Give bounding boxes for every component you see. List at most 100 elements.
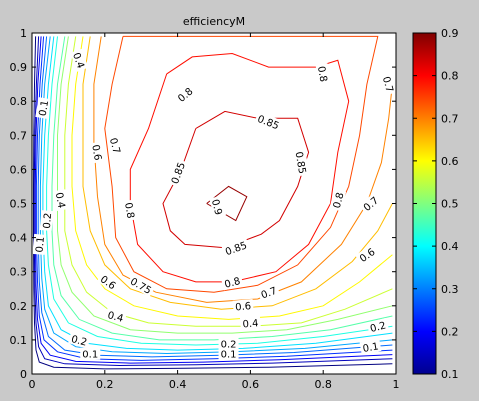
contour-line-0-25	[37, 36, 393, 358]
x-tick-label: 0.2	[96, 378, 114, 391]
contour-label: 0.2	[70, 334, 88, 349]
contour-label: 0.2	[221, 339, 237, 350]
contour-label-bg	[221, 237, 251, 258]
contour-label-bg	[220, 273, 244, 291]
colorbar-tick-label: 0.3	[441, 283, 459, 296]
contour-line-0-2	[35, 36, 393, 361]
chart-title: efficiencyM	[183, 15, 245, 28]
contour-label-bg	[257, 283, 281, 302]
contour-label-bg	[218, 347, 239, 360]
colorbar-axis: 0.1 0.2 0.3 0.4 0.5 0.6 0.7 0.8 0.9	[413, 27, 459, 381]
contour-label-bg	[32, 233, 47, 255]
contour-label-bg	[104, 307, 127, 325]
contour-label-bg	[173, 83, 197, 106]
contour-label-bg	[89, 141, 106, 164]
contour-label: 0.1	[35, 236, 47, 253]
contour-label-bg	[80, 347, 101, 360]
contour-label-bg	[329, 188, 347, 212]
contour-label: 0.85	[293, 151, 308, 175]
contour-label-bg	[209, 195, 227, 219]
contour-label: 0.2	[42, 212, 54, 229]
contour-label: 0.9	[209, 198, 224, 216]
contour-label-bg	[315, 63, 331, 85]
contour-label-bg	[107, 134, 125, 157]
contour-label-bg	[96, 271, 121, 293]
contour-label: 0.6	[89, 144, 103, 162]
contour-line-0-5	[57, 36, 393, 334]
x-tick-label: 1	[393, 378, 400, 391]
contour-line-0-4	[46, 36, 393, 346]
contour-label: 0.1	[38, 99, 52, 117]
contour-label-bg	[254, 111, 283, 133]
colorbar-tick-label: 0.9	[441, 27, 459, 40]
x-tick-label: 0.8	[314, 378, 332, 391]
contour-label-bg	[68, 331, 91, 349]
y-tick-label: 0.9	[10, 61, 28, 74]
contour-label-bg	[232, 298, 254, 313]
contour-line-0-05	[33, 36, 393, 370]
x-tick-label: 0.4	[169, 378, 187, 391]
y-tick-label: 0.5	[10, 198, 28, 211]
colorbar-tick-label: 0.2	[441, 325, 459, 338]
y-tick-label: 0	[20, 368, 27, 381]
contour-label-bg	[366, 317, 390, 335]
y-tick-label: 0.6	[10, 163, 28, 176]
contour-label: 0.8	[223, 276, 241, 291]
contour-label-bg	[218, 337, 239, 350]
contour-label-bg	[53, 189, 69, 211]
colorbar-tick-label: 0.5	[441, 198, 459, 211]
contour-label: 0.4	[242, 318, 259, 330]
contour-line-0-75	[104, 35, 379, 293]
contour-label: 0.1	[82, 350, 98, 361]
contour-label: 0.8	[315, 65, 329, 83]
y-axis: 00.10.20.30.40.50.60.70.80.91	[10, 27, 396, 381]
contour-label: 0.7	[260, 286, 279, 302]
colorbar-gradient	[413, 33, 436, 374]
contour-label: 0.6	[235, 301, 252, 313]
colorbar-tick-label: 0.4	[441, 240, 459, 253]
contour-label-bg	[35, 97, 51, 119]
y-tick-label: 0.8	[10, 95, 28, 108]
y-tick-label: 0.2	[10, 300, 28, 313]
contour-line-0-1	[33, 36, 393, 367]
contour-label: 0.7	[107, 137, 122, 155]
colorbar-tick-label: 0.6	[441, 155, 459, 168]
contour-line-0-55	[64, 36, 393, 327]
contour-label: 0.8	[122, 202, 136, 220]
contour-label-bg	[359, 192, 383, 215]
colorbar-tick-label: 0.7	[441, 112, 459, 125]
contour-label: 0.4	[53, 192, 67, 210]
contour-label-bg	[239, 316, 261, 330]
contour-line-0-9	[206, 185, 248, 222]
contour-label-bg	[380, 72, 396, 96]
x-tick-label: 0	[29, 378, 36, 391]
y-tick-label: 0.1	[10, 334, 28, 347]
y-tick-label: 0.4	[10, 232, 28, 245]
contour-label: 0.7	[380, 75, 395, 93]
y-tick-label: 0.3	[10, 266, 28, 279]
contour-label-bg	[167, 158, 188, 188]
x-tick-label: 0.6	[242, 378, 260, 391]
contour-label-bg	[70, 48, 89, 72]
contour-label-bg	[355, 243, 379, 266]
contour-label: 0.2	[369, 320, 387, 335]
contour-label-bg	[293, 148, 310, 177]
colorbar-tick-label: 0.1	[441, 368, 459, 381]
contour-label-bg	[359, 339, 382, 355]
contour-line-0-6	[71, 36, 393, 320]
contour-label-bg	[122, 199, 138, 222]
y-tick-label: 0.7	[10, 129, 28, 142]
x-axis: 0 0.2 0.4 0.6 0.8 1	[29, 33, 400, 391]
contour-line-0-65	[82, 36, 393, 310]
contour-label-bg	[39, 210, 54, 232]
contour-label: 0.4	[70, 51, 86, 70]
contour-label: 0.1	[362, 341, 380, 355]
contour-labels: 0.90.850.850.850.850.80.80.80.80.80.750.…	[32, 48, 396, 361]
contour-line-0-15	[34, 36, 393, 364]
colorbar-tick-label: 0.8	[441, 70, 459, 83]
contour-label: 0.4	[106, 310, 124, 325]
contour-label: 0.1	[221, 350, 237, 361]
contour-label-bg	[126, 273, 156, 298]
contour-line-0-45	[51, 36, 393, 341]
